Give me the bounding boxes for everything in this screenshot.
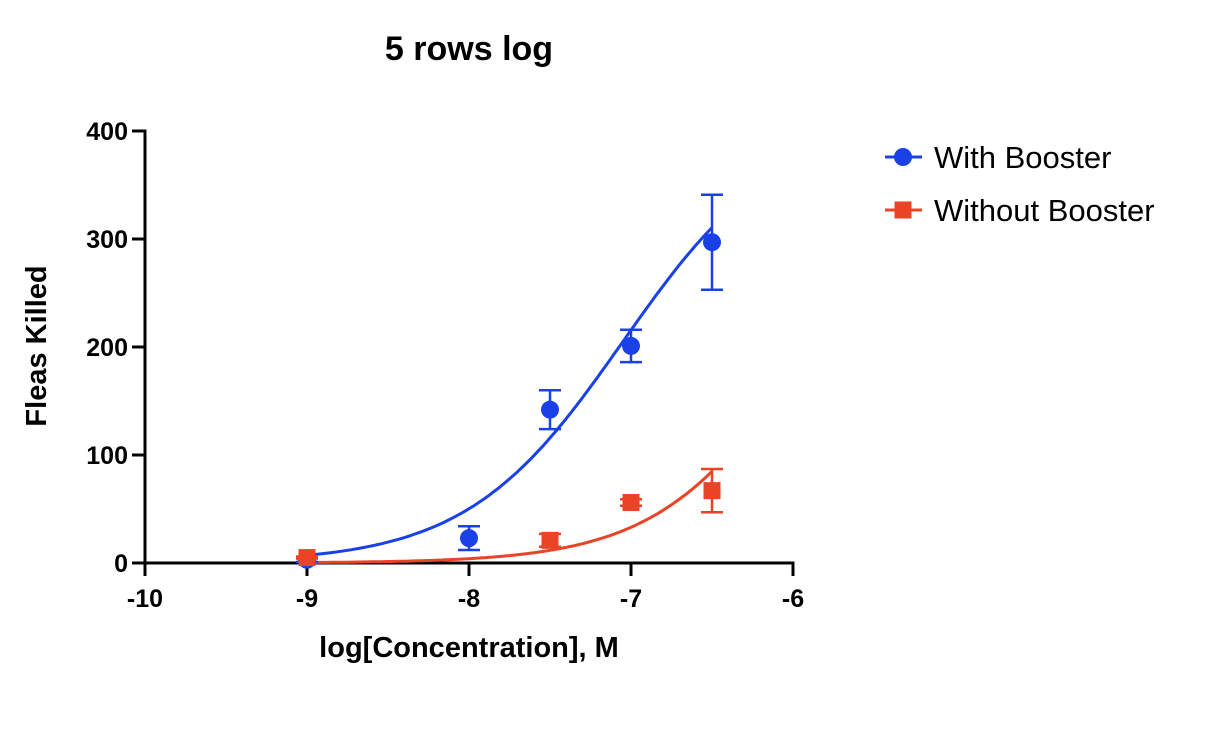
data-points <box>296 193 723 569</box>
legend-label-1: With Booster <box>934 140 1111 175</box>
data-point-square <box>541 531 559 549</box>
legend-marker-circle <box>894 148 912 166</box>
y-tick-label: 100 <box>86 442 128 470</box>
x-tick-label: -8 <box>458 585 480 613</box>
data-point-circle <box>703 233 721 252</box>
data-point-circle <box>460 529 478 548</box>
x-tick-label: -7 <box>620 585 642 613</box>
fit-curves <box>306 226 714 564</box>
legend-label-2: Without Booster <box>934 193 1155 228</box>
data-point-square <box>622 494 640 512</box>
data-point-circle <box>541 400 559 419</box>
legend-marker-square <box>894 201 912 219</box>
axes: 0 100 200 300 400 -10 -9 -8 -7 -6 <box>86 118 804 613</box>
x-tick-label: -10 <box>127 585 163 613</box>
x-tick-label: -6 <box>782 585 804 613</box>
data-point-square <box>298 549 316 567</box>
fit-curve-1 <box>306 226 714 557</box>
x-tick-label: -9 <box>296 585 318 613</box>
y-tick-label: 0 <box>114 550 128 578</box>
data-point-circle <box>622 336 640 355</box>
y-axis-label: Fleas Killed <box>21 265 53 426</box>
legend: With Booster Without Booster <box>885 140 1155 228</box>
y-tick-label: 200 <box>86 334 128 362</box>
y-tick-label: 400 <box>86 118 128 146</box>
fit-curve-2 <box>307 470 714 564</box>
x-axis-label: log[Concentration], M <box>319 632 619 664</box>
data-point-square <box>703 482 721 500</box>
y-tick-label: 300 <box>86 226 128 254</box>
chart-title: 5 rows log <box>385 30 553 68</box>
